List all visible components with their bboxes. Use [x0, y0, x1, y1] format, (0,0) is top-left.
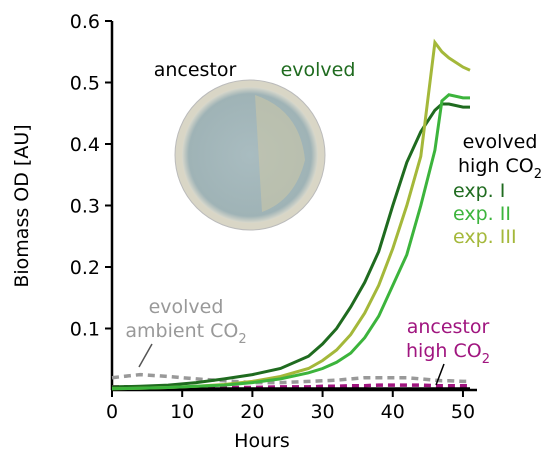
y-axis-label: Biomass OD [AU]	[11, 124, 33, 287]
legend-entry: exp. II	[453, 203, 511, 225]
legend-entry: exp. III	[453, 226, 517, 248]
annotation-pointer	[139, 344, 152, 367]
annotation-text: ancestor	[407, 316, 490, 338]
petri-dish	[175, 80, 325, 230]
x-tick-label: 30	[310, 401, 334, 423]
y-tick-label: 0.5	[70, 73, 100, 95]
x-tick-label: 0	[106, 401, 118, 423]
annotation-line: ambient CO2	[125, 320, 246, 347]
y-tick-label: 0.6	[70, 11, 100, 33]
annotation-line: high CO2	[406, 340, 490, 367]
x-tick-label: 50	[451, 401, 475, 423]
annotation: ancestor	[154, 59, 237, 81]
y-tick-label: 0.1	[70, 319, 100, 341]
annotation-text: high CO	[458, 155, 534, 177]
x-axis-label: Hours	[234, 430, 290, 452]
y-tick-label: 0.3	[70, 196, 100, 218]
y-tick-label: 0.2	[70, 257, 100, 279]
chart: Hours Biomass OD [AU] 0.1 0.2 0.3 0.4 0.5 0.6…	[0, 0, 549, 454]
x-tick-label: 10	[170, 401, 194, 423]
annotation-subscript: 2	[482, 352, 490, 367]
annotation-subscript: 2	[534, 167, 542, 182]
annotation: evolved	[281, 59, 356, 81]
annotation-line: evolved	[149, 296, 224, 318]
annotation-subscript: 2	[238, 332, 246, 347]
annotation-text: high CO	[406, 340, 482, 362]
annotation-line: high CO2	[458, 155, 542, 182]
y-tick-label: 0.4	[70, 134, 100, 156]
x-tick-label: 20	[240, 401, 264, 423]
annotation-text: evolved	[463, 131, 538, 153]
annotation-text: evolved	[149, 296, 224, 318]
annotation-text: ambient CO	[125, 320, 238, 342]
legend-entry: exp. I	[453, 180, 505, 202]
annotation-line: evolved	[463, 131, 538, 153]
annotation-line: ancestor	[407, 316, 490, 338]
x-tick-label: 40	[381, 401, 405, 423]
